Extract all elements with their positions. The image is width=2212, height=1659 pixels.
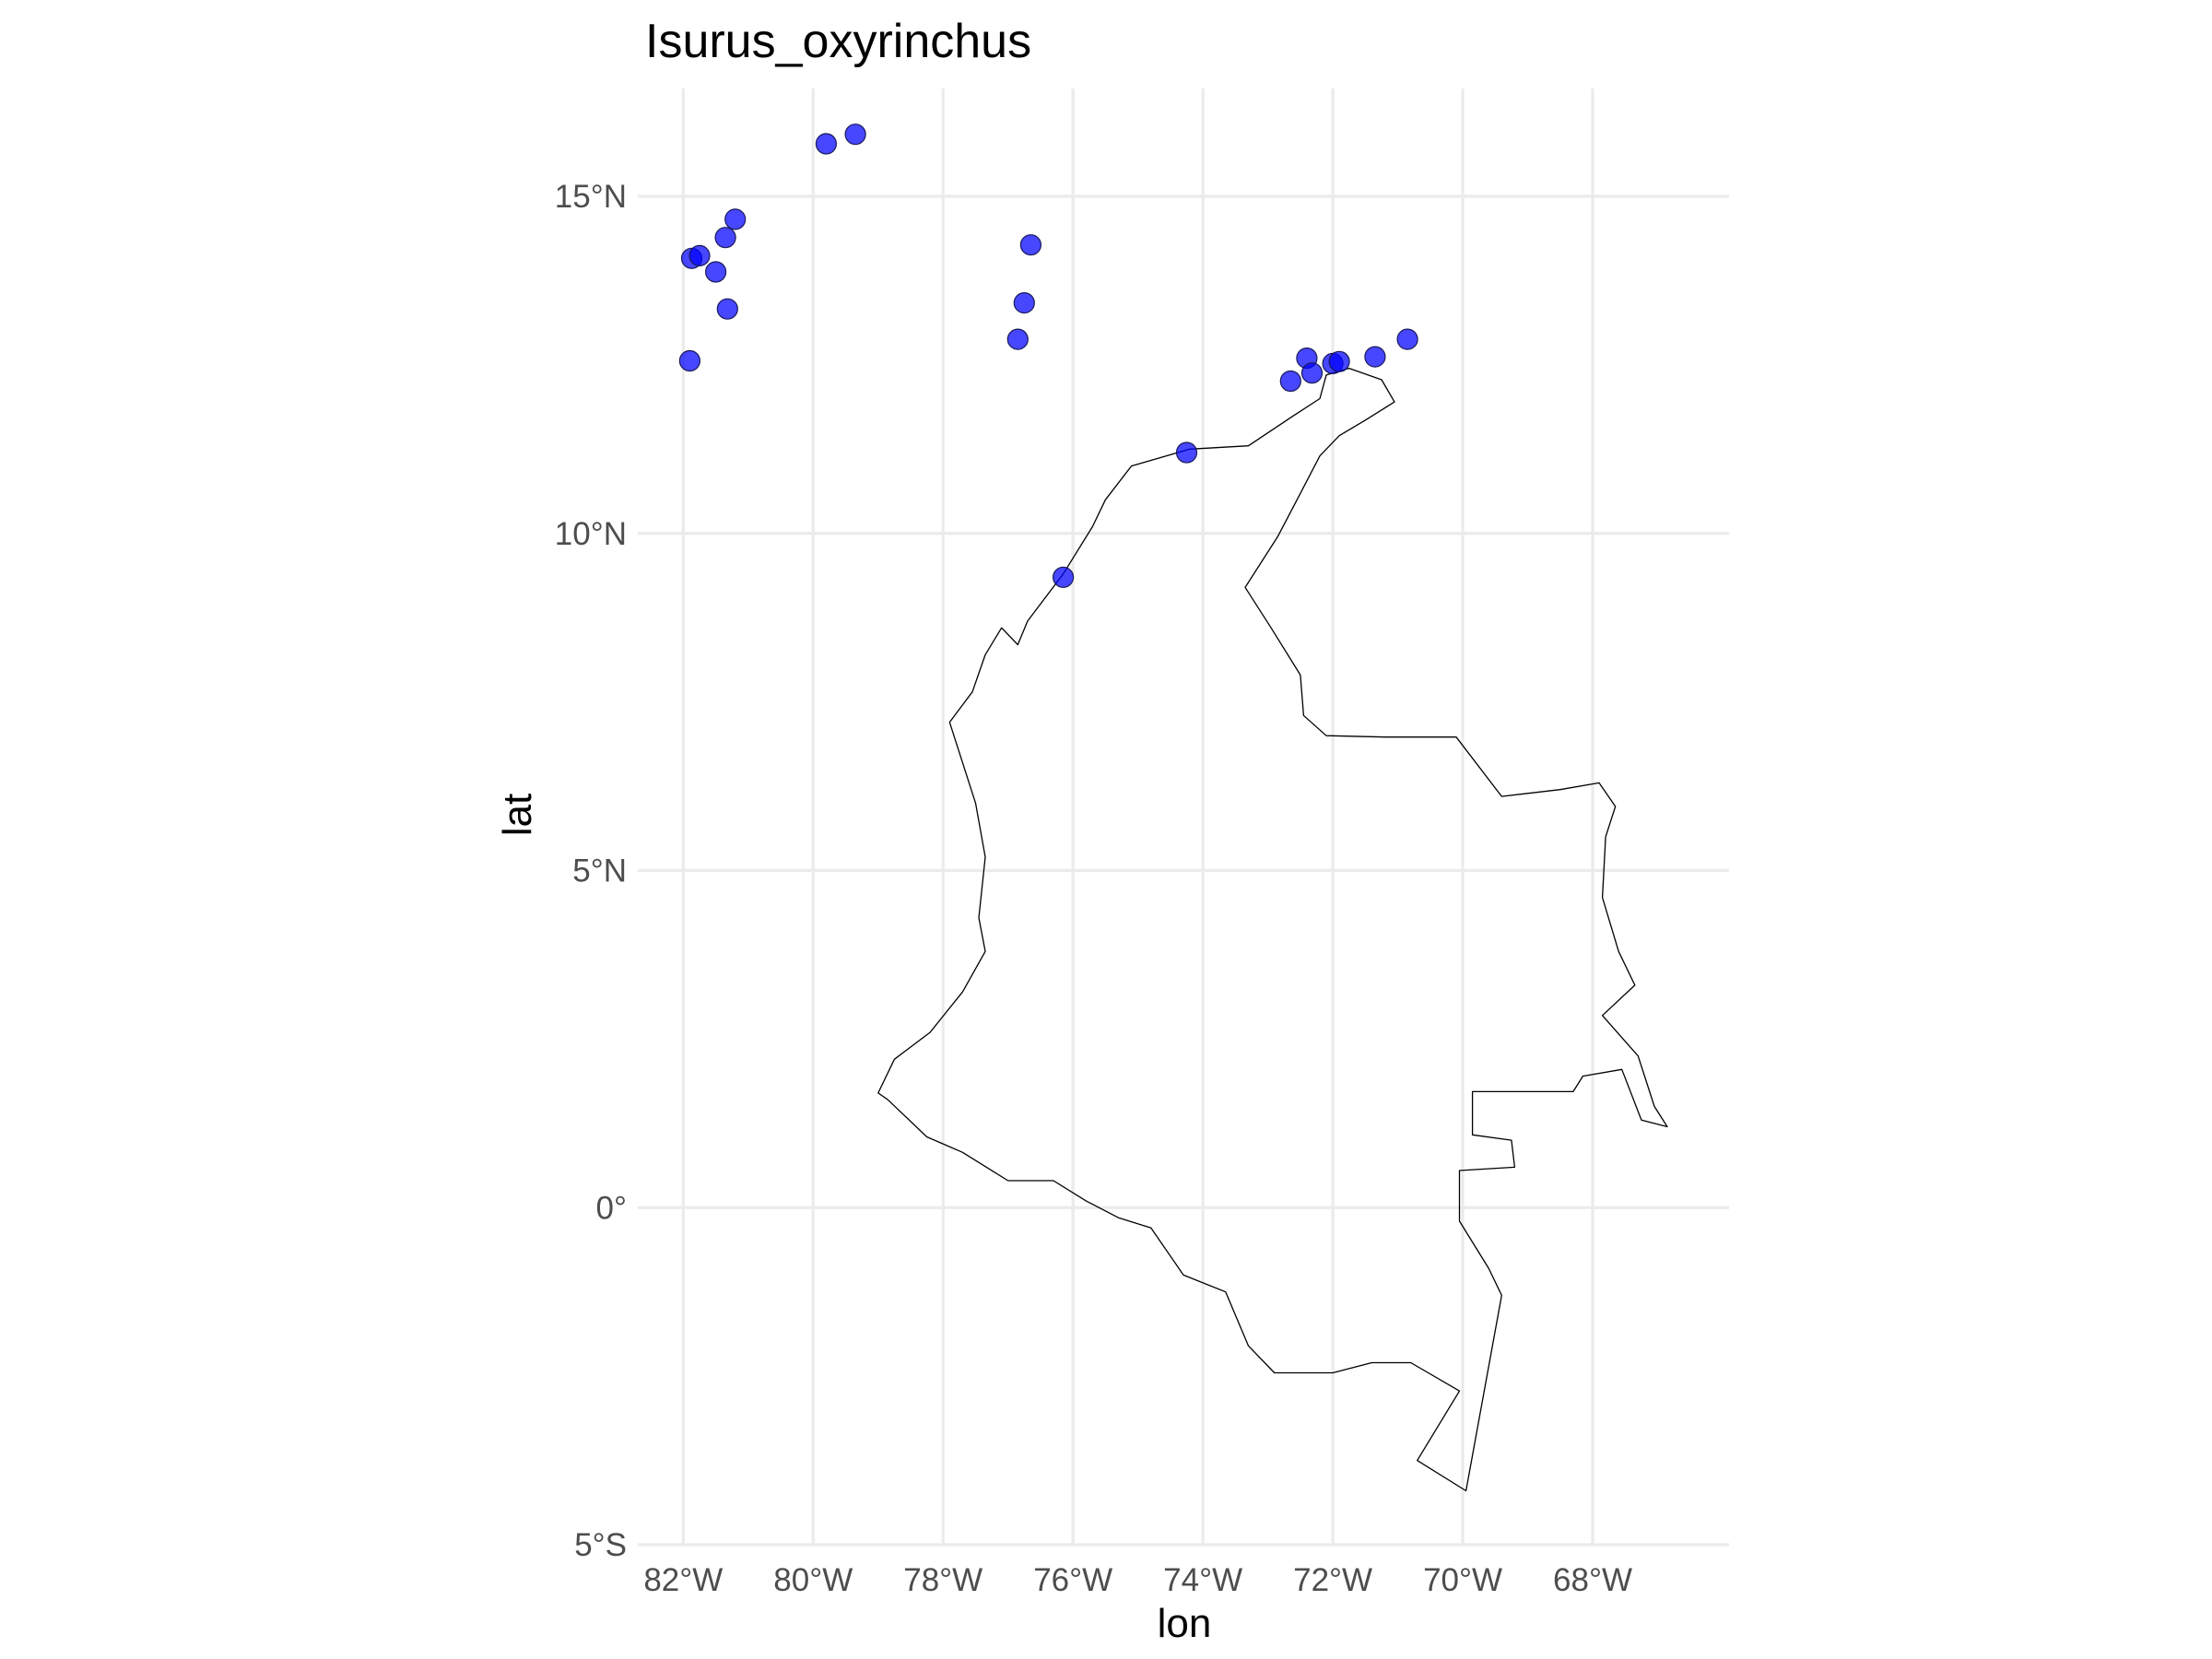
occurrence-point [1364,346,1386,368]
occurrence-point [714,227,736,249]
occurrence-point [1175,441,1198,464]
x-tick-label: 74°W [1163,1562,1242,1598]
occurrence-point [1300,362,1324,384]
gridlines [638,88,1729,1547]
x-tick-label: 82°W [643,1562,723,1598]
occurrence-point [1396,328,1418,350]
occurrence-point [724,208,747,230]
y-tick-label: 5°N [572,853,627,889]
occurrence-point [1013,292,1035,314]
y-tick-label: 0° [596,1190,627,1226]
y-axis-tick-labels: 15°N 10°N 5°N 0° 5°S [555,179,627,1563]
occurrence-point [1328,350,1350,372]
occurrence-point [1019,234,1042,256]
occurrence-point [688,244,711,266]
y-axis-title: lat [495,794,540,836]
occurrence-points [678,124,1418,588]
occurrence-point [1279,370,1301,393]
occurrence-point [1052,566,1075,588]
x-tick-label: 68°W [1553,1562,1632,1598]
x-axis-title: lon [1158,1601,1212,1646]
country-outline [877,367,1668,1492]
occurrence-point [704,261,727,283]
x-tick-label: 80°W [773,1562,853,1598]
occurrence-point [844,124,866,146]
country-border-path [877,367,1668,1492]
occurrence-point [1006,328,1029,350]
occurrence-point [716,298,738,320]
x-tick-label: 72°W [1293,1562,1372,1598]
occurrence-point [815,133,838,155]
y-tick-label: 5°S [574,1527,627,1563]
y-tick-label: 10°N [555,516,627,552]
chart-title: Isurus_oxyrinchus [645,15,1031,68]
x-tick-label: 70°W [1423,1562,1502,1598]
occurrence-point [678,349,701,372]
y-tick-label: 15°N [555,179,627,215]
x-tick-label: 76°W [1033,1562,1112,1598]
x-axis-tick-labels: 82°W 80°W 78°W 76°W 74°W 72°W 70°W 68°W [643,1562,1632,1598]
x-tick-label: 78°W [903,1562,982,1598]
